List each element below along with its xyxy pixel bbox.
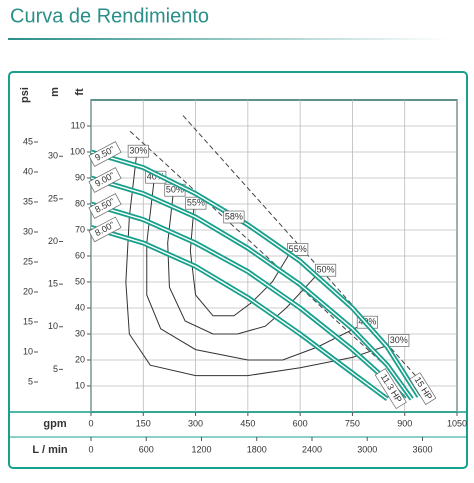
- y-tick-label: 80: [75, 198, 85, 208]
- x-tick-label: 600: [293, 418, 308, 428]
- annotation-box: [374, 368, 407, 410]
- y3-axis-title: psi: [19, 87, 31, 103]
- x2-tick-label: 3000: [357, 444, 377, 454]
- page-title: Curva de Rendimiento: [10, 5, 209, 27]
- efficiency-label: 30%: [127, 144, 149, 158]
- y2-tick-label: 30: [48, 151, 58, 161]
- y3-tick-label: 25: [23, 256, 33, 266]
- efficiency-label-text: 55%: [187, 198, 205, 208]
- diameter-label-box: [88, 193, 122, 219]
- x2-axis-title: L / min: [32, 444, 68, 456]
- x-tick-label: 0: [88, 418, 93, 428]
- x2-tick-label: 2400: [302, 444, 322, 454]
- y-tick-label: 110: [71, 120, 85, 130]
- y-tick-label: 90: [75, 172, 85, 182]
- efficiency-curve: [125, 157, 391, 377]
- x2-tick-label: 1800: [247, 444, 267, 454]
- x2-tick-label: 0: [88, 444, 93, 454]
- title-underline: [8, 38, 448, 40]
- efficiency-label-text: 50%: [166, 185, 184, 195]
- y2-tick-label: 5: [53, 364, 58, 374]
- efficiency-label-box: [127, 144, 149, 158]
- pump-curve-inner: [90, 177, 413, 400]
- y-tick-label: 20: [75, 354, 85, 364]
- diameter-label-box: [88, 141, 122, 167]
- y2-tick-label: 10: [48, 321, 58, 331]
- annotation-box: [409, 372, 437, 405]
- y2-tick-label: 25: [48, 193, 58, 203]
- x-tick-label: 300: [188, 418, 203, 428]
- efficiency-curve: [167, 196, 318, 335]
- y-tick-label: 10: [75, 380, 85, 390]
- y3-tick-label: 20: [23, 286, 33, 296]
- x-tick-label: 150: [136, 418, 151, 428]
- y-tick-label: 50: [75, 276, 85, 286]
- y3-tick-label: 15: [23, 316, 33, 326]
- y2-tick-label: 20: [48, 236, 58, 246]
- efficiency-curve: [146, 183, 360, 361]
- y3-tick-label: 30: [23, 226, 33, 236]
- y-tick-label: 70: [75, 224, 85, 234]
- x-tick-label: 1050: [447, 418, 467, 428]
- annotation: 58%: [223, 210, 245, 224]
- y2-axis-title: m: [49, 87, 61, 97]
- y-tick-label: 60: [75, 250, 85, 260]
- diameter-label-box: [88, 167, 122, 193]
- efficiency-label-text: 50%: [317, 265, 335, 275]
- x-tick-label: 750: [345, 418, 360, 428]
- y-axis-title: ft: [74, 88, 86, 96]
- efficiency-label-box: [315, 263, 337, 277]
- y3-tick-label: 5: [28, 376, 33, 386]
- efficiency-label: 55%: [185, 196, 207, 210]
- y2-tick-label: 15: [48, 279, 58, 289]
- efficiency-label-text: 30%: [129, 146, 147, 156]
- efficiency-label: 55%: [287, 243, 309, 256]
- diameter-label-box: [88, 216, 122, 243]
- pump-curve-inner: [90, 151, 420, 397]
- y-tick-label: 40: [75, 302, 85, 312]
- y3-tick-label: 40: [23, 166, 33, 176]
- y-tick-label: 100: [70, 146, 85, 156]
- x-tick-label: 450: [240, 418, 255, 428]
- y3-tick-label: 45: [23, 136, 33, 146]
- x2-tick-label: 1200: [191, 444, 211, 454]
- y3-tick-label: 35: [23, 196, 33, 206]
- annotation-text: 58%: [225, 211, 243, 221]
- x2-tick-label: 600: [139, 444, 154, 454]
- efficiency-label-box: [388, 334, 410, 347]
- pump-curve-inner: [90, 226, 388, 400]
- efficiency-label: 30%: [388, 334, 410, 347]
- y3-tick-label: 10: [23, 346, 33, 356]
- efficiency-label-box: [185, 196, 207, 210]
- x-axis-title: gpm: [43, 418, 66, 430]
- efficiency-label-text: 30%: [390, 335, 408, 345]
- limit-line: [129, 130, 386, 366]
- x-tick-label: 900: [397, 418, 412, 428]
- efficiency-label-text: 55%: [289, 244, 307, 254]
- x2-tick-label: 3600: [412, 444, 432, 454]
- efficiency-label: 50%: [315, 263, 337, 277]
- annotation-box: [223, 210, 245, 224]
- y-tick-label: 30: [75, 328, 85, 338]
